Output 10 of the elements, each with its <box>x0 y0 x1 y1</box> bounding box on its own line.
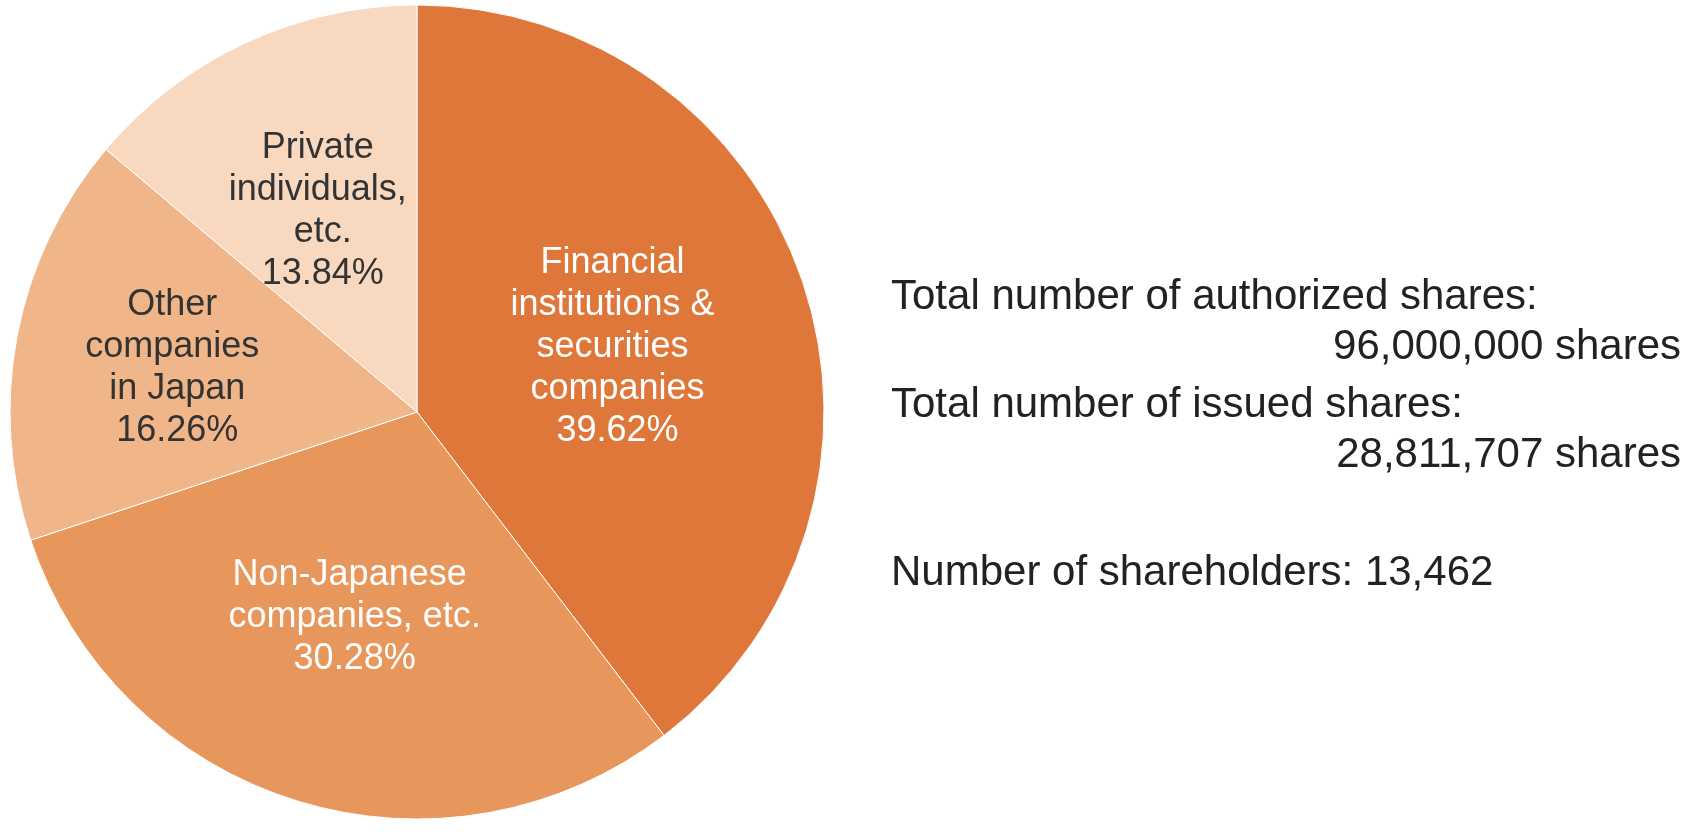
data-label: 13.84% <box>261 251 384 293</box>
text: Total number of issued shares: 28,811,707 shares <box>891 378 1681 478</box>
slice-label: Financial institutions & securities companies <box>510 239 725 407</box>
text: Total number of authorized shares: 96,000,000 shares <box>891 270 1681 370</box>
slice-label: Private individuals, etc. <box>228 125 417 251</box>
data-label: 16.26% <box>116 408 239 450</box>
text: Number of shareholders: 13,462 <box>891 546 1495 596</box>
data-label: 30.28% <box>293 635 416 677</box>
data-label: 39.62% <box>556 407 679 449</box>
slice-label: Non-Japanese companies, etc. <box>228 551 481 635</box>
